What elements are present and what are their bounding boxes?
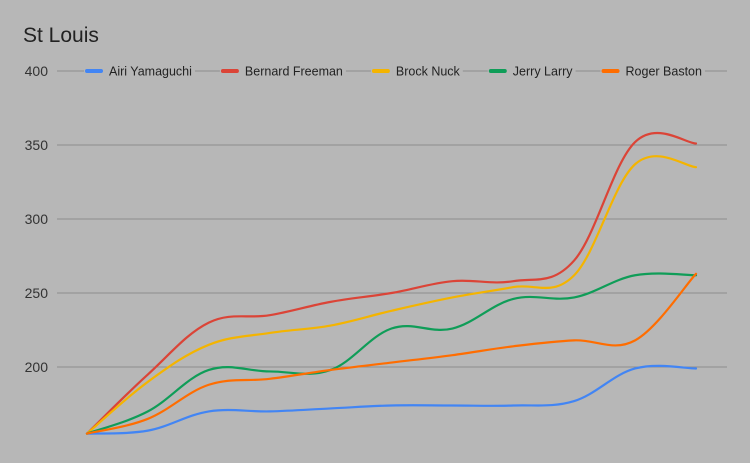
series-line-brock-nuck (85, 155, 698, 435)
gridlines (57, 70, 727, 368)
legend[interactable]: Airi Yamaguchi Bernard Freeman Brock Nuck J… (84, 63, 705, 79)
y-tick-label: 250 (25, 285, 49, 301)
legend-label: Brock Nuck (396, 65, 461, 79)
series-line-bernard-freeman (85, 131, 698, 435)
legend-label-bg (509, 63, 576, 79)
legend-label-bg (622, 63, 705, 79)
series-line-airi-yamaguchi (85, 364, 698, 435)
chart-title: St Louis (23, 24, 99, 47)
series-line-jerry-larry (85, 272, 698, 435)
legend-label-bg (241, 63, 346, 79)
series-line-roger-baston (85, 272, 698, 435)
legend-item-airi-yamaguchi[interactable]: Airi Yamaguchi (84, 63, 195, 79)
y-tick-label: 200 (25, 359, 49, 375)
legend-item-jerry-larry[interactable]: Jerry Larry (487, 63, 576, 79)
legend-item-roger-baston[interactable]: Roger Baston (600, 63, 705, 79)
series-lines (85, 131, 698, 435)
legend-label-bg (106, 63, 195, 79)
legend-label: Roger Baston (626, 65, 702, 79)
legend-label: Airi Yamaguchi (109, 65, 192, 79)
legend-item-bernard-freeman[interactable]: Bernard Freeman (219, 63, 346, 79)
y-tick-label: 400 (25, 63, 49, 79)
y-tick-label: 300 (25, 211, 49, 227)
legend-label-bg (392, 63, 463, 79)
y-tick-label: 350 (25, 137, 49, 153)
y-axis-ticks: 200 250 300 350 400 (25, 63, 49, 375)
legend-item-brock-nuck[interactable]: Brock Nuck (370, 63, 463, 79)
legend-label: Jerry Larry (513, 65, 573, 79)
legend-label: Bernard Freeman (245, 65, 343, 79)
